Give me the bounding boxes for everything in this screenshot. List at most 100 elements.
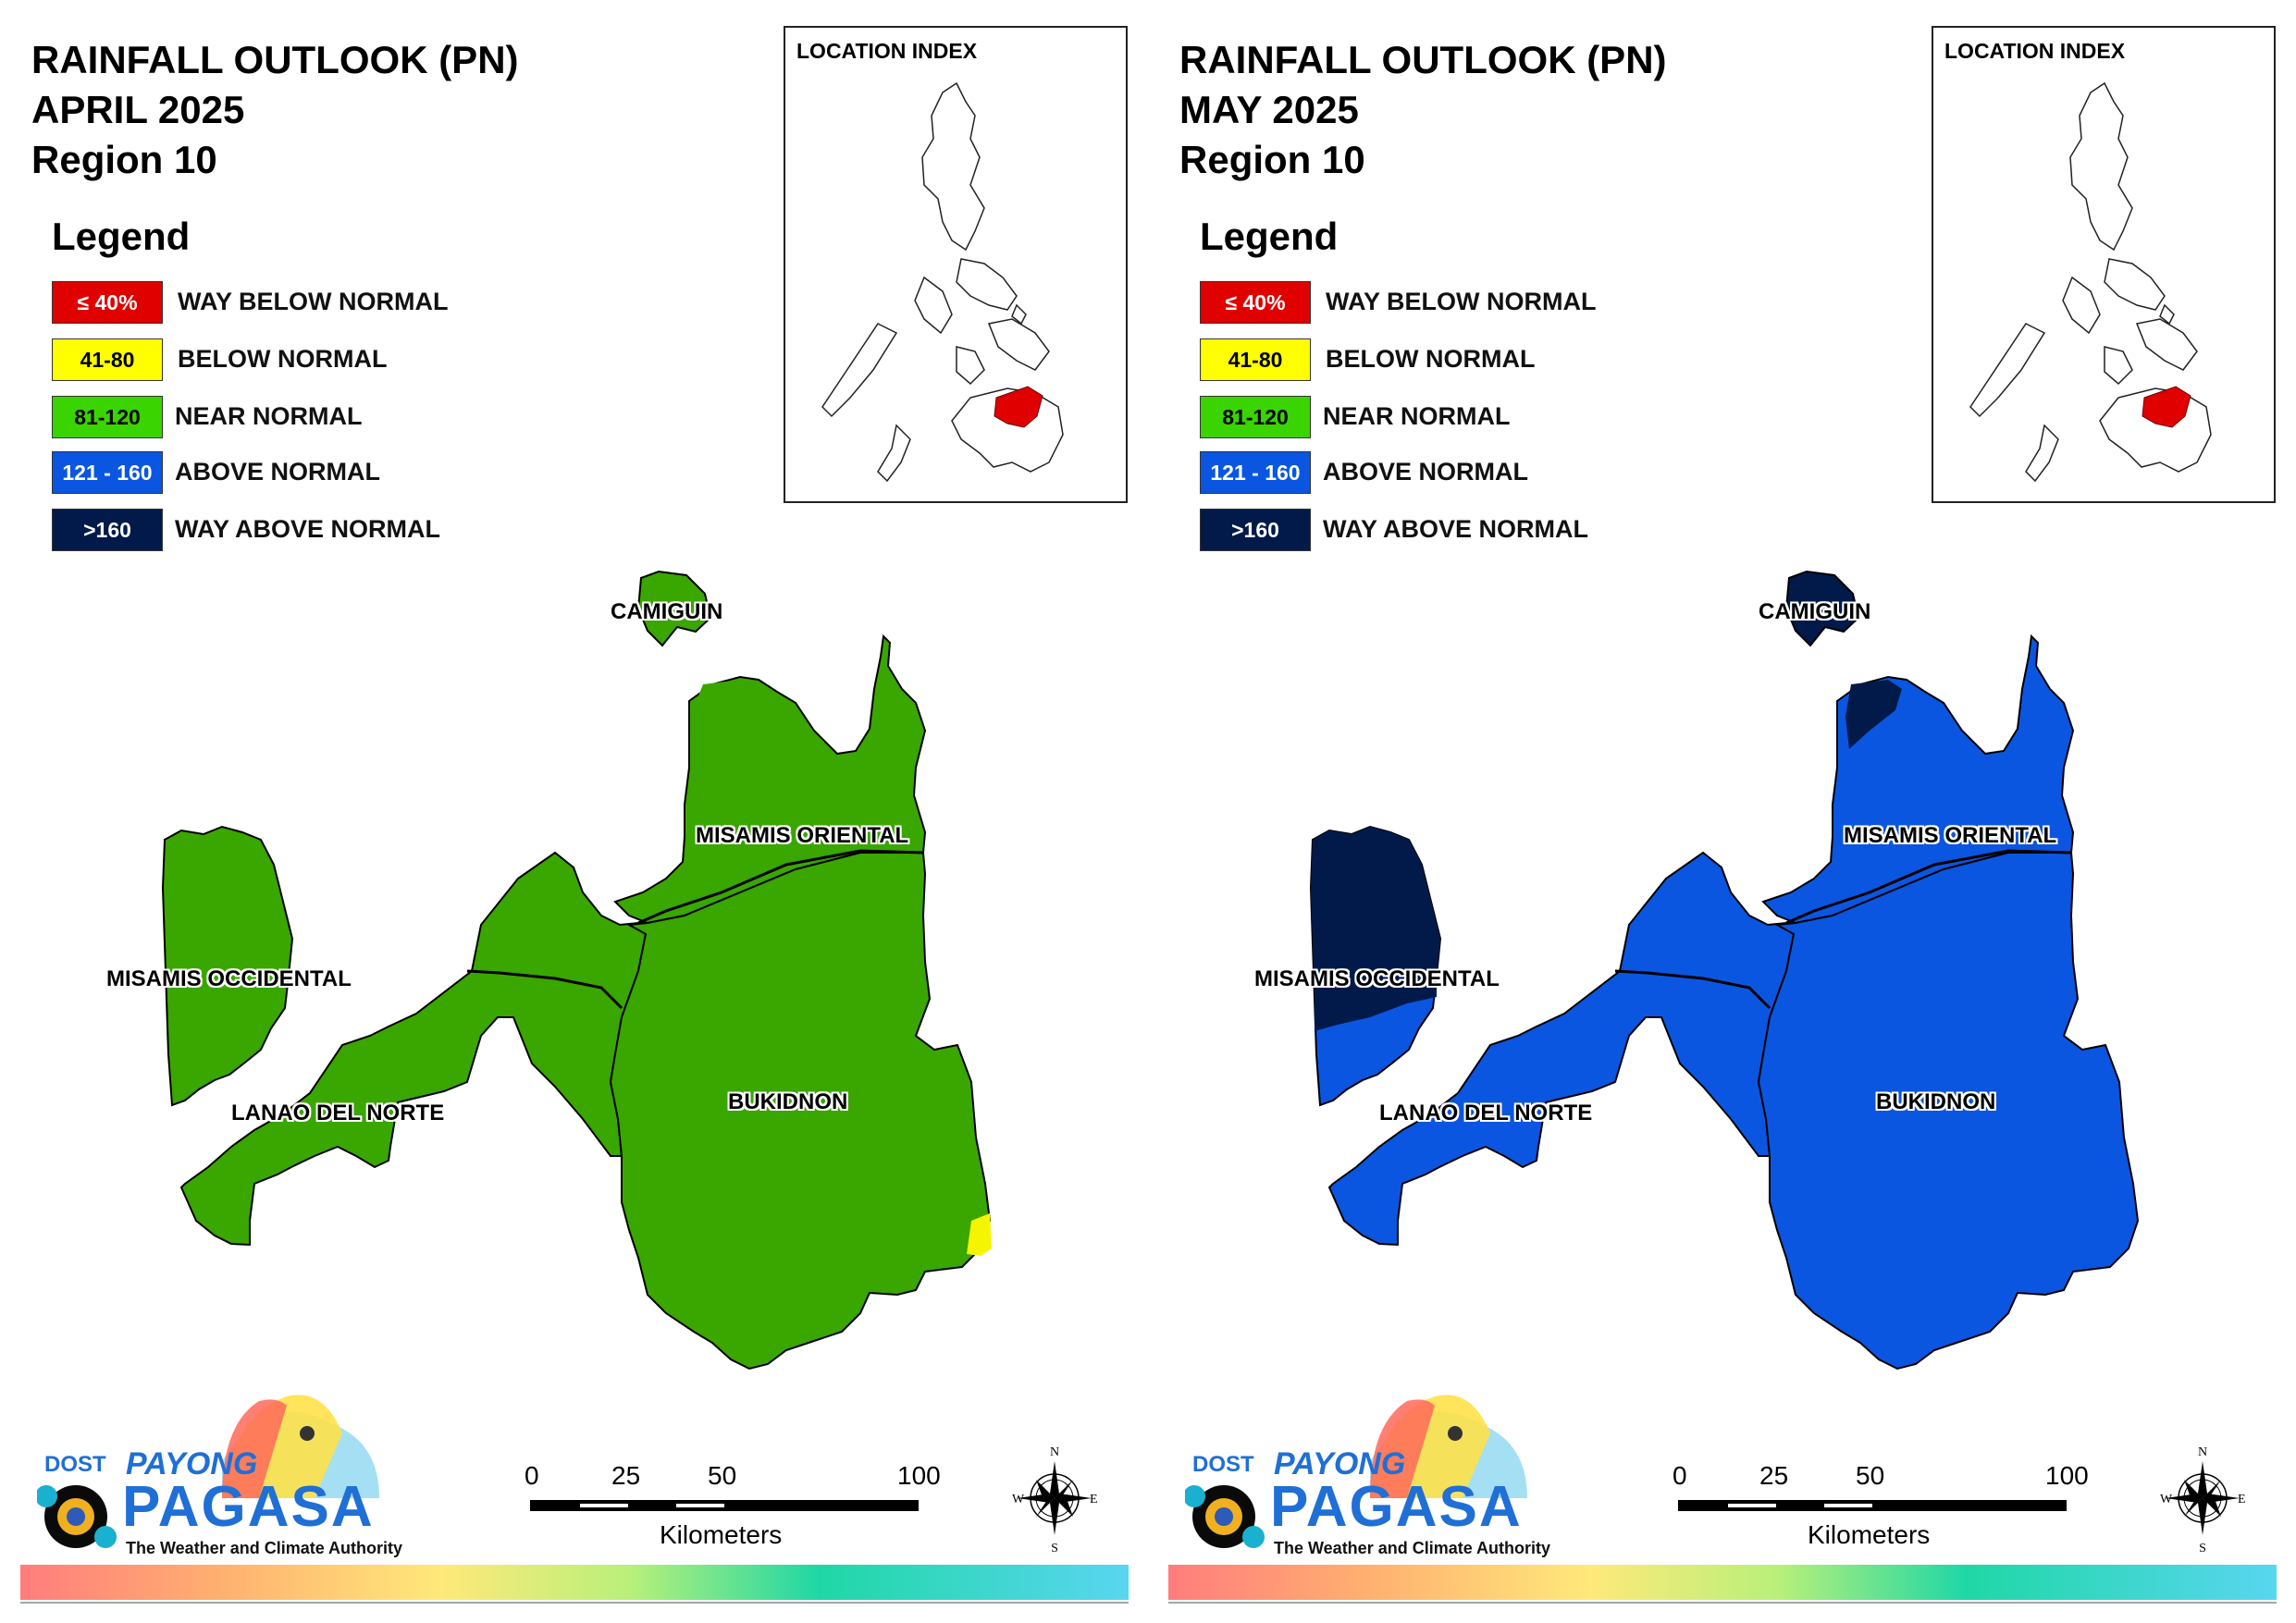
compass-e: E [2238,1493,2246,1506]
scale-bar-graphic [1678,1500,2067,1511]
label-camiguin: CAMIGUIN [1759,599,1871,624]
logo-pagasa: PAGASA [122,1475,375,1539]
footer-color-strip [1168,1565,2277,1600]
region-10-highlight [994,386,1043,428]
legend-swatch: ≤ 40% [1200,281,1311,324]
inset-title: LOCATION INDEX [796,39,978,63]
label-bukidnon: BUKIDNON [728,1089,848,1114]
legend-title: Legend [1200,215,1339,258]
panel-april: RAINFALL OUTLOOK (PN) APRIL 2025 Region … [20,26,1129,1604]
scale-tick: 0 [525,1461,539,1490]
misamis-oriental-area [613,633,927,925]
scale-tick: 100 [897,1461,941,1490]
compass-n: N [2198,1445,2207,1459]
legend-swatch: ≤ 40% [52,281,163,324]
philippines-inset-map [821,81,1064,483]
misamis-occidental-area [161,825,294,1107]
logo-tagline: The Weather and Climate Authority [126,1539,403,1557]
scale-tick: 0 [1673,1461,1687,1490]
legend-swatch: 41-80 [52,338,163,381]
title-line-1: RAINFALL OUTLOOK (PN) [31,38,519,81]
logo-graphic [1185,1395,1527,1548]
region-map-april [161,570,992,1371]
logo-payong: PAYONG [1274,1446,1406,1482]
footer-color-strip [20,1565,1129,1600]
legend-label: WAY BELOW NORMAL [1326,288,1597,315]
bukidnon-area [609,852,992,1371]
region-10-highlight [2142,386,2191,428]
camiguin-area [636,570,712,647]
title-line-3: Region 10 [1179,138,1365,181]
camiguin-area [1784,570,1860,647]
compass-w: W [1012,1493,1025,1506]
inset-title: LOCATION INDEX [1944,39,2126,63]
lanao-del-norte-area [179,851,648,1247]
panel-may: RAINFALL OUTLOOK (PN) MAY 2025 Region 10… [1148,0,2296,1623]
compass-w: W [2160,1493,2173,1506]
compass-e: E [1090,1493,1098,1506]
misamis-occidental-north [1311,827,1440,1031]
title-line-1: RAINFALL OUTLOOK (PN) [1179,38,1667,81]
misamis-oriental-north-tip [1845,680,1902,749]
compass-n: N [1050,1445,1059,1459]
compass-rose-icon: N S W E [1008,1443,1101,1555]
legend-label: WAY BELOW NORMAL [178,288,449,315]
legend-swatch: 81-120 [52,396,163,438]
legend-label: NEAR NORMAL [175,402,363,430]
legend-swatch: 121 - 160 [1200,451,1311,494]
scale-tick: 50 [708,1461,737,1490]
legend-swatch: >160 [52,509,163,551]
legend-swatch: 121 - 160 [52,451,163,494]
label-misamis-oriental: MISAMIS ORIENTAL [1844,823,2057,848]
legend-title: Legend [52,215,191,258]
legend-swatch: 41-80 [1200,338,1311,381]
location-index-inset: LOCATION INDEX [1932,26,2276,503]
scale-unit: Kilometers [1808,1520,1931,1549]
legend-swatch: >160 [1200,509,1311,551]
legend-label: BELOW NORMAL [178,345,388,373]
logo-payong: PAYONG [126,1446,258,1482]
scale-tick: 100 [2045,1461,2089,1490]
label-misamis-occidental: MISAMIS OCCIDENTAL [1254,966,1500,991]
map-title: RAINFALL OUTLOOK (PN) MAY 2025 Region 10 [1179,35,1667,185]
label-misamis-occidental: MISAMIS OCCIDENTAL [106,966,352,991]
compass-s: S [1051,1542,1058,1554]
scale-tick: 25 [611,1461,641,1490]
logo-pagasa: PAGASA [1270,1475,1523,1539]
logo-graphic [37,1395,379,1548]
legend-label: BELOW NORMAL [1326,345,1536,373]
map-title: RAINFALL OUTLOOK (PN) APRIL 2025 Region … [31,35,519,185]
scale-bar: 0 25 50 100 Kilometers [525,1461,941,1554]
footer-line [1168,1602,2277,1604]
label-misamis-oriental: MISAMIS ORIENTAL [696,823,909,848]
label-camiguin: CAMIGUIN [611,599,723,624]
payong-pagasa-logo: DOST PAYONG PAGASA The Weather and Clima… [1185,1387,1550,1563]
bukidnon-se-patch [967,1213,992,1256]
misamis-oriental-north-tip [692,680,754,744]
label-bukidnon: BUKIDNON [1876,1089,1996,1114]
title-line-2: APRIL 2025 [31,88,245,131]
scale-bar: 0 25 50 100 Kilometers [1673,1461,2089,1554]
philippines-inset-map [1969,81,2212,483]
logo-tagline: The Weather and Climate Authority [1274,1539,1551,1557]
compass-rose-icon: N S W E [2156,1443,2249,1555]
title-line-3: Region 10 [31,138,217,181]
scale-unit: Kilometers [660,1520,783,1549]
label-lanao-del-norte: LANAO DEL NORTE [1379,1100,1593,1125]
scale-bar-graphic [530,1500,919,1511]
legend-label: ABOVE NORMAL [1323,458,1528,486]
footer-line [20,1602,1129,1604]
misamis-oriental-area [1761,633,2075,925]
logo-dost: DOST [1192,1452,1254,1477]
legend-label: ABOVE NORMAL [175,458,380,486]
label-lanao-del-norte: LANAO DEL NORTE [231,1100,445,1125]
legend-label: NEAR NORMAL [1323,402,1511,430]
lanao-del-norte-area [1327,851,1796,1247]
compass-graphic: N S W E [1012,1445,1098,1555]
legend-label: WAY ABOVE NORMAL [1323,515,1589,543]
location-index-inset: LOCATION INDEX [784,26,1128,503]
region-map-may [1309,570,2140,1371]
logo-dost: DOST [44,1452,106,1477]
bukidnon-area [1757,852,2140,1371]
compass-graphic: N S W E [2160,1445,2246,1555]
